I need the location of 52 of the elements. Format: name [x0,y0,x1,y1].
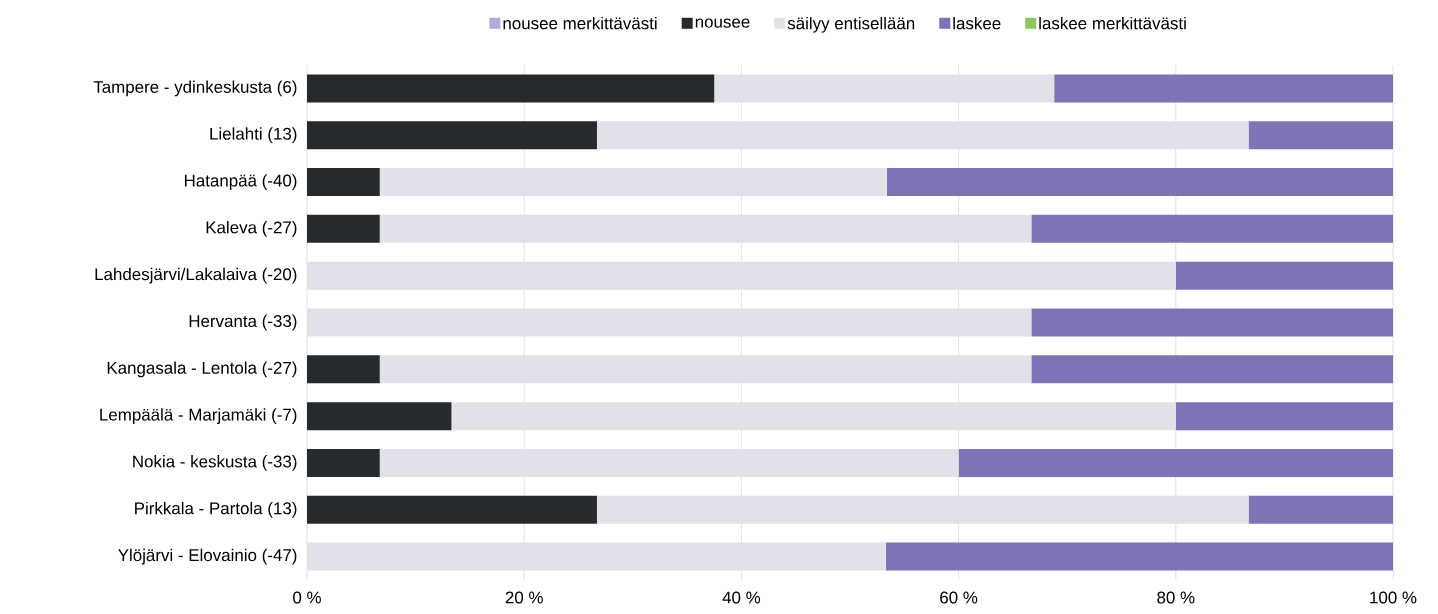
bar [307,355,380,384]
bar [885,542,1394,571]
bar [1031,355,1394,384]
y-tick-label: Kaleva (-27) [206,220,297,237]
y-tick-label: Hatanpää (-40) [184,174,297,190]
bar [1054,74,1394,103]
y-tick-label: Lahdesjärvi/Lakalaiva (-20) [95,267,297,284]
legend-label: laskee [953,16,1001,30]
legend-label: nousee merkittävästi [503,16,657,30]
bar [379,448,959,477]
bar [596,121,1249,150]
y-tick-label: Ylöjärvi - Elovainio (-47) [118,548,297,565]
legend-label: nousee [695,18,750,28]
y-tick-label: Pirkkala - Partola (13) [135,501,297,518]
x-tick-label: 0 % [293,591,321,604]
bar [307,448,380,477]
bar [886,168,1394,197]
bar [958,448,1394,477]
x-tick-label: 40 % [722,591,761,604]
bar [307,261,1176,290]
x-tick-label: 20 % [505,591,543,604]
bar [379,168,887,197]
bar [307,308,1032,337]
bar [307,402,452,431]
y-tick-label: Lempäälä - Marjamäki (-7) [100,408,297,425]
bar [307,168,380,197]
bar [1031,214,1394,243]
y-tick-label: Hervanta (-33) [189,314,297,331]
bar [451,402,1176,431]
bar [307,542,886,571]
legend-label: säilyy entisellään [787,16,915,33]
bar [307,495,597,524]
bar [596,495,1249,524]
y-tick-label: Tampere - ydinkeskusta (6) [93,80,297,97]
bar [379,355,1032,384]
y-tick-label: Nokia - keskusta (-33) [133,455,297,471]
bar [714,74,1055,103]
bar [1175,402,1394,431]
x-tick-label: 80 % [1157,591,1195,604]
bar [1248,495,1394,524]
legend-label: laskee merkittävästi [1039,16,1186,30]
bar [1175,261,1394,290]
y-tick-label: Lielahti (13) [210,127,297,144]
bar [1031,308,1394,337]
x-tick-label: 100 % [1370,591,1417,604]
bar [307,214,380,243]
y-tick-label: Kangasala - Lentola (-27) [107,361,297,378]
x-tick-label: 60 % [940,591,978,604]
bar [1248,121,1394,150]
bar [307,74,715,103]
bar [307,121,597,150]
bar [379,214,1032,243]
